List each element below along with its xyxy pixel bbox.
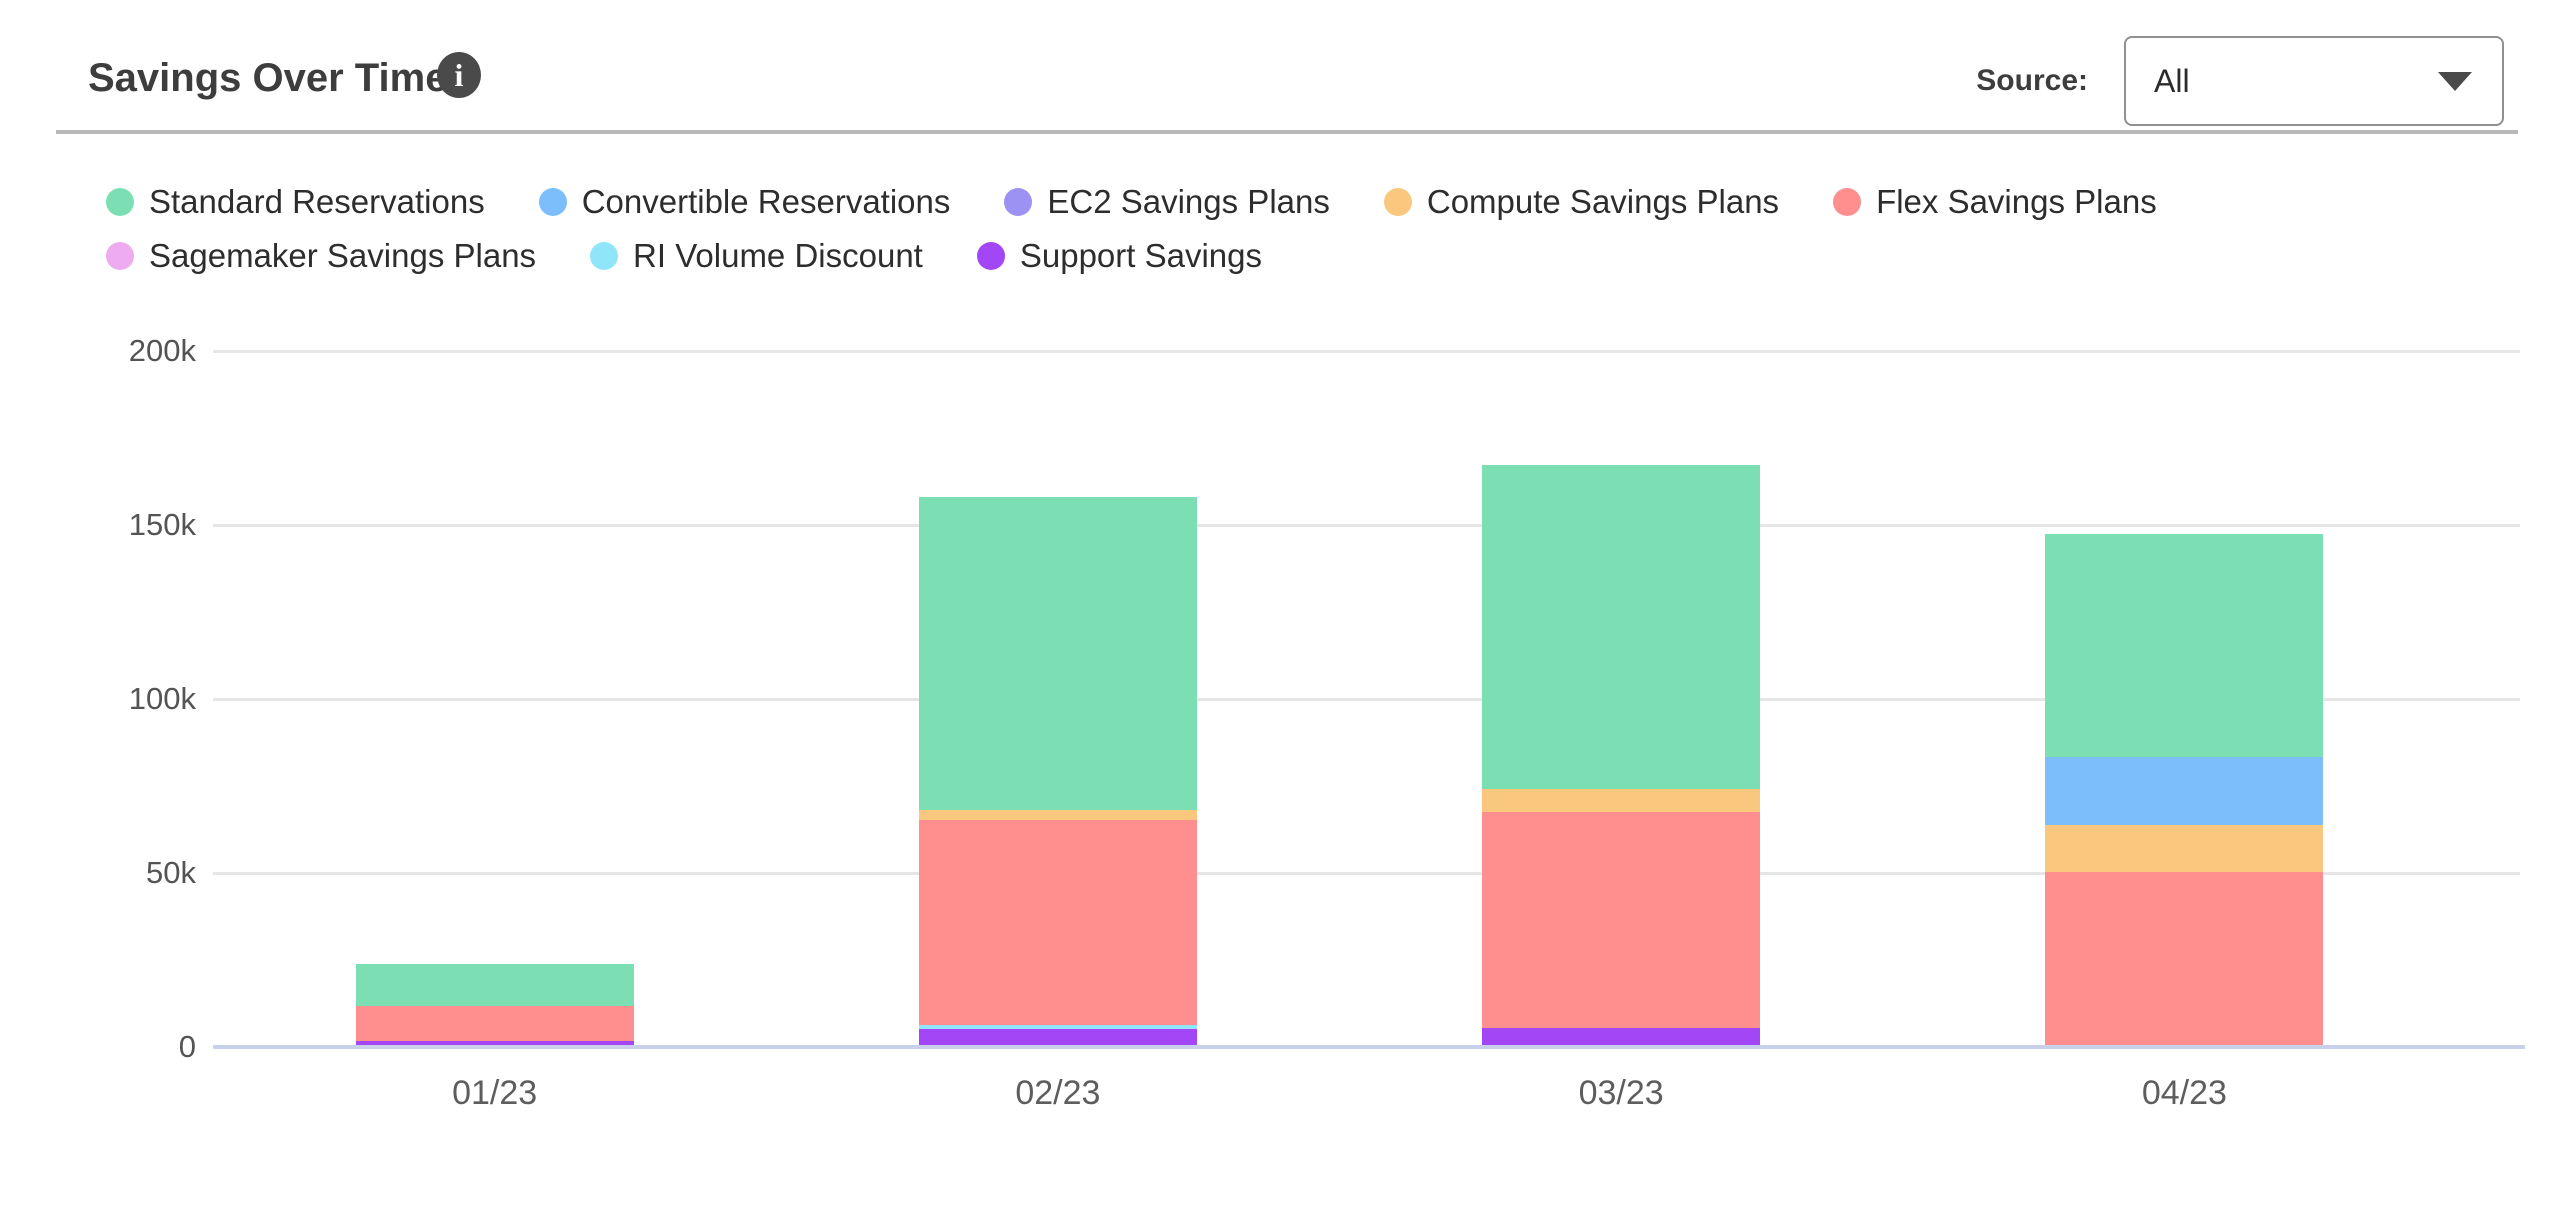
bar-03-23[interactable] — [1482, 465, 1760, 1047]
y-axis-tick-label: 0 — [178, 1029, 196, 1064]
legend-item[interactable]: Convertible Reservations — [538, 183, 951, 221]
legend-item-label: Convertible Reservations — [581, 183, 951, 220]
gridline — [213, 524, 2520, 527]
bar-segment[interactable] — [919, 1025, 1197, 1029]
bar-segment[interactable] — [1482, 812, 1760, 1028]
gridline — [213, 872, 2520, 875]
x-axis-tick-label: 04/23 — [2141, 1074, 2227, 1112]
header-divider — [56, 130, 2518, 134]
bar-segment[interactable] — [1482, 789, 1760, 812]
page-title: Savings Over Time — [88, 56, 448, 100]
y-axis-tick-label: 200k — [128, 333, 196, 368]
x-axis-tick-label: 02/23 — [1015, 1074, 1101, 1112]
bar-04-23[interactable] — [2045, 534, 2323, 1046]
legend-dot-icon — [538, 188, 567, 216]
legend-dot-icon — [1383, 188, 1412, 216]
legend-item-label: EC2 Savings Plans — [1047, 183, 1330, 220]
source-label: Source: — [1976, 64, 2088, 97]
gridline — [213, 698, 2520, 701]
legend-item[interactable]: EC2 Savings Plans — [1004, 183, 1330, 221]
source-dropdown[interactable]: All — [2124, 36, 2504, 126]
legend-item-label: RI Volume Discount — [633, 237, 923, 274]
legend-item[interactable]: Flex Savings Plans — [1833, 183, 2157, 221]
y-axis-tick-label: 150k — [128, 507, 196, 542]
bar-segment[interactable] — [1482, 1028, 1760, 1047]
legend-dot-icon — [1004, 188, 1033, 216]
legend-dot-icon — [976, 242, 1005, 270]
bar-01-23[interactable] — [356, 964, 634, 1046]
bar-segment[interactable] — [2045, 757, 2323, 825]
legend-item-label: Standard Reservations — [149, 183, 485, 220]
legend-dot-icon — [1833, 188, 1862, 216]
gridline — [213, 350, 2520, 353]
legend-dot-icon — [106, 188, 134, 216]
legend-item-label: Compute Savings Plans — [1426, 183, 1780, 220]
legend-item-label: Sagemaker Savings Plans — [149, 237, 537, 274]
legend-item[interactable]: Compute Savings Plans — [1383, 183, 1780, 221]
y-axis-tick-label: 50k — [146, 855, 196, 890]
legend-item[interactable]: Standard Reservations — [106, 183, 485, 221]
bar-segment[interactable] — [919, 1029, 1197, 1045]
chart-legend: Standard Reservations Convertible Reserva… — [106, 183, 2306, 275]
bar-02-23[interactable] — [919, 497, 1197, 1046]
legend-item-label: Flex Savings Plans — [1876, 183, 2157, 220]
chevron-down-icon — [2438, 71, 2472, 91]
bar-segment[interactable] — [2045, 534, 2323, 757]
legend-dot-icon — [106, 242, 134, 270]
x-axis-tick-label: 03/23 — [1578, 1074, 1664, 1112]
legend-item[interactable]: Support Savings — [976, 237, 1263, 275]
bar-segment[interactable] — [356, 1006, 634, 1041]
info-icon[interactable]: i — [437, 52, 481, 98]
bar-segment[interactable] — [1482, 465, 1760, 789]
bar-segment[interactable] — [2045, 825, 2323, 872]
legend-dot-icon — [590, 242, 619, 270]
bar-segment[interactable] — [356, 964, 634, 1006]
legend-item-label: Support Savings — [1019, 237, 1263, 274]
bar-segment[interactable] — [356, 1041, 634, 1046]
bar-segment[interactable] — [2045, 872, 2323, 1046]
legend-item[interactable]: Sagemaker Savings Plans — [106, 237, 536, 275]
x-axis-line — [213, 1045, 2525, 1049]
source-dropdown-value: All — [2154, 62, 2190, 99]
bar-segment[interactable] — [919, 810, 1197, 820]
bar-segment[interactable] — [919, 497, 1197, 810]
y-axis-tick-label: 100k — [128, 681, 196, 716]
x-axis-tick-label: 01/23 — [452, 1074, 538, 1112]
legend-item[interactable]: RI Volume Discount — [590, 237, 923, 275]
bar-segment[interactable] — [919, 820, 1197, 1025]
